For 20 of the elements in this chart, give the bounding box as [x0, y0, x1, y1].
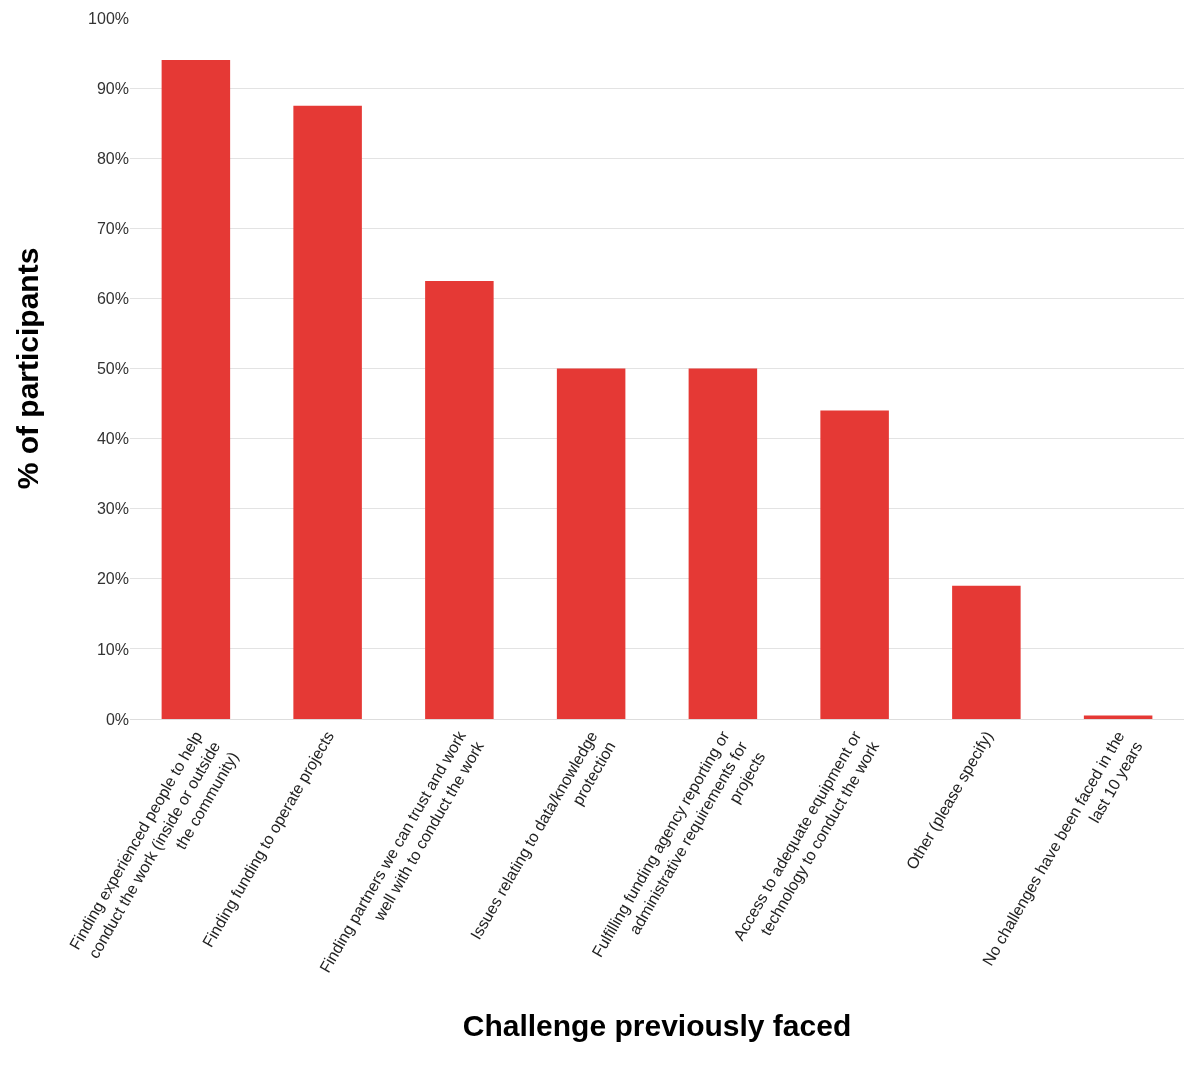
x-axis-title: Challenge previously faced	[462, 1009, 852, 1043]
y-tick-label: 100%	[88, 9, 129, 27]
bar	[425, 280, 494, 719]
y-tick-label: 40%	[96, 430, 129, 448]
y-axis-title: % of participants	[11, 247, 45, 490]
y-tick-label: 70%	[96, 219, 129, 237]
bar	[820, 410, 889, 719]
y-tick-label: 80%	[96, 149, 129, 167]
y-tick-label: 20%	[96, 570, 129, 588]
y-tick-label: 30%	[96, 500, 129, 518]
y-tick-label: 60%	[96, 290, 129, 307]
y-tick-label: 0%	[105, 710, 129, 728]
bar	[556, 368, 626, 719]
y-tick-label: 90%	[96, 79, 129, 97]
bar	[688, 368, 758, 719]
bar	[293, 105, 362, 719]
bar	[161, 60, 231, 719]
y-tick-label: 50%	[96, 360, 129, 378]
bar	[952, 585, 1021, 719]
y-tick-label: 10%	[96, 640, 129, 658]
